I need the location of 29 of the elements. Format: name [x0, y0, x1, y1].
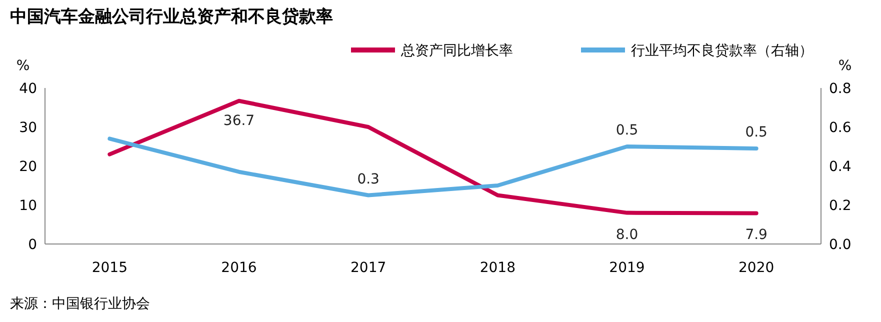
y-tick-label: 10 [19, 198, 37, 214]
chart-title: 中国汽车金融公司行业总资产和不良贷款率 [10, 7, 333, 27]
y-tick-label: 40 [19, 80, 37, 97]
y2-tick-label: 0.4 [829, 158, 852, 175]
y-axis-title: % [16, 58, 30, 74]
y-tick-label: 30 [19, 120, 37, 136]
x-tick-label: 2020 [738, 260, 774, 276]
data-label: 0.5 [616, 122, 638, 138]
y2-tick-label: 0.0 [829, 236, 852, 253]
x-tick-label: 2016 [221, 260, 257, 276]
x-tick-label: 2015 [92, 260, 128, 276]
y2-tick-label: 0.6 [829, 120, 852, 136]
line-series [108, 136, 758, 198]
y-tick-label: 0 [28, 236, 37, 253]
y2-axis-title: % [838, 58, 852, 74]
data-label: 0.5 [745, 124, 768, 140]
data-label: 0.3 [357, 171, 380, 188]
data-label: 36.7 [223, 112, 255, 129]
x-tick-label: 2018 [480, 260, 516, 276]
x-tick-label: 2019 [609, 260, 645, 276]
y-tick-label: 20 [19, 158, 37, 175]
y2-tick-label: 0.8 [829, 80, 852, 97]
y2-tick-label: 0.2 [829, 198, 852, 214]
legend-label: 总资产同比增长率 [400, 42, 513, 59]
source-note: 来源：中国银行业协会 [10, 296, 150, 312]
x-tick-label: 2017 [350, 260, 386, 276]
data-label: 7.9 [745, 227, 768, 244]
legend-label: 行业平均不良贷款率（右轴） [631, 42, 813, 59]
data-label: 8.0 [616, 226, 638, 243]
